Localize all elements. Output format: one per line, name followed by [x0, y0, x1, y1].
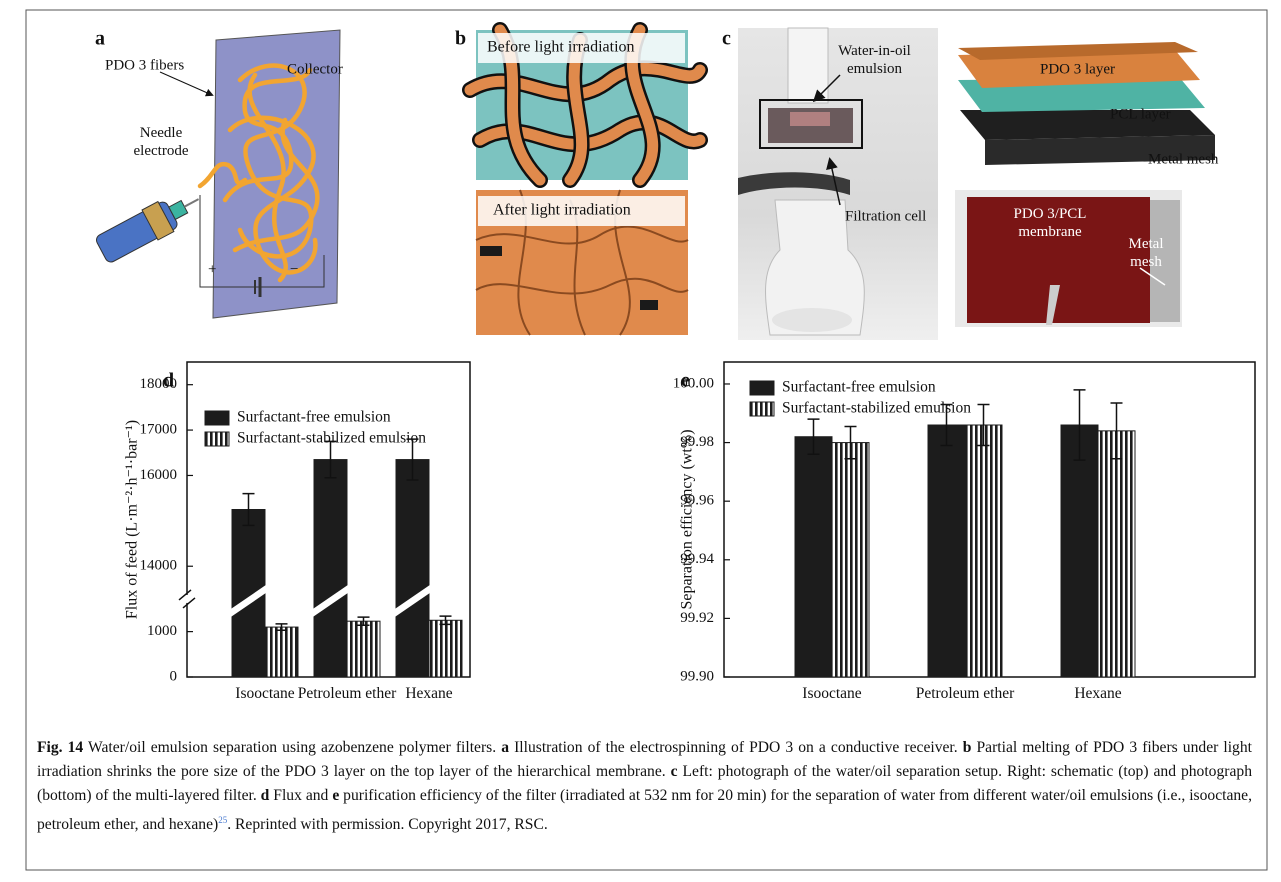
- caption-text: Fig. 14: [37, 739, 83, 756]
- bar: [265, 627, 298, 677]
- legend-label: Surfactant-stabilized emulsion: [782, 400, 971, 417]
- y-tick-label: 18000: [140, 376, 178, 392]
- annotation: PDO 3 fibers: [105, 57, 184, 73]
- y-axis-title: Separation efficiency (wt%): [679, 429, 696, 609]
- annotation: Collector: [287, 61, 343, 77]
- bar: [396, 460, 429, 677]
- caption-text: Water/oil emulsion separation using azob…: [83, 739, 501, 756]
- x-tick-label: Isooctane: [782, 685, 882, 703]
- annotation: PDO 3 layer: [1040, 61, 1115, 77]
- bar: [347, 621, 380, 677]
- caption-text: Flux and: [269, 787, 332, 804]
- y-tick-label: 99.90: [680, 668, 714, 684]
- annotation: PCL layer: [1110, 106, 1171, 122]
- y-tick-label: 99.96: [680, 493, 714, 509]
- y-tick-label: 99.94: [680, 551, 714, 567]
- bar: [832, 443, 869, 677]
- bar: [314, 460, 347, 677]
- legend-swatch: [205, 432, 229, 446]
- bar: [795, 437, 832, 677]
- annotation: Needle electrode: [126, 124, 196, 160]
- bar: [965, 425, 1002, 677]
- caption-text: . Reprinted with permission. Copyright 2…: [227, 816, 548, 833]
- panel-b-illustration: [470, 30, 700, 335]
- caption-text: Illustration of the electrospinning of P…: [509, 739, 963, 756]
- panel-label: b: [455, 28, 466, 50]
- annotation: Water-in-oil emulsion: [822, 42, 927, 78]
- x-tick-label: Hexane: [379, 685, 479, 703]
- legend-swatch: [205, 411, 229, 425]
- bar: [1098, 431, 1135, 677]
- panel-label: a: [95, 28, 105, 50]
- axis-break: [179, 595, 195, 603]
- annotation: Metal mesh: [1148, 151, 1219, 167]
- panel-label: c: [722, 28, 731, 50]
- y-tick-label: 17000: [140, 422, 178, 438]
- y-axis-title: Flux of feed (L·m⁻²·h⁻¹·bar⁻¹): [124, 420, 141, 619]
- annotation: Metal mesh: [1120, 235, 1172, 271]
- x-tick-label: Petroleum ether: [915, 685, 1015, 703]
- y-tick-label: 0: [170, 668, 178, 684]
- annotation: −: [290, 261, 298, 277]
- figure: a PDO 3 fibers Collector + − b Before li…: [0, 0, 1281, 882]
- figure-caption: Fig. 14 Water/oil emulsion separation us…: [37, 736, 1252, 837]
- panel-c-schematic: [958, 42, 1215, 165]
- caption-text: a: [501, 739, 509, 756]
- bar: [1061, 425, 1098, 677]
- y-tick-label: 99.98: [680, 434, 714, 450]
- annotation: +: [208, 261, 216, 277]
- legend-label: Surfactant-free emulsion: [237, 409, 391, 426]
- bar: [928, 425, 965, 677]
- y-tick-label: 99.92: [680, 610, 714, 626]
- annotation: Before light irradiation: [487, 39, 635, 56]
- legend-swatch: [750, 381, 774, 395]
- legend-label: Surfactant-free emulsion: [782, 379, 936, 396]
- y-tick-label: 14000: [140, 558, 178, 574]
- caption-text: 25: [218, 815, 227, 825]
- caption-text: c: [671, 763, 678, 780]
- annotation: After light irradiation: [493, 202, 631, 219]
- y-tick-label: 1000: [147, 623, 177, 639]
- annotation: Filtration cell: [845, 208, 926, 224]
- x-tick-label: Hexane: [1048, 685, 1148, 703]
- annotation: PDO 3/PCL membrane: [1005, 205, 1095, 241]
- y-tick-label: 100.00: [673, 375, 714, 391]
- bar: [429, 620, 462, 677]
- legend-label: Surfactant-stabilized emulsion: [237, 430, 426, 447]
- legend-swatch: [750, 402, 774, 416]
- y-tick-label: 16000: [140, 467, 178, 483]
